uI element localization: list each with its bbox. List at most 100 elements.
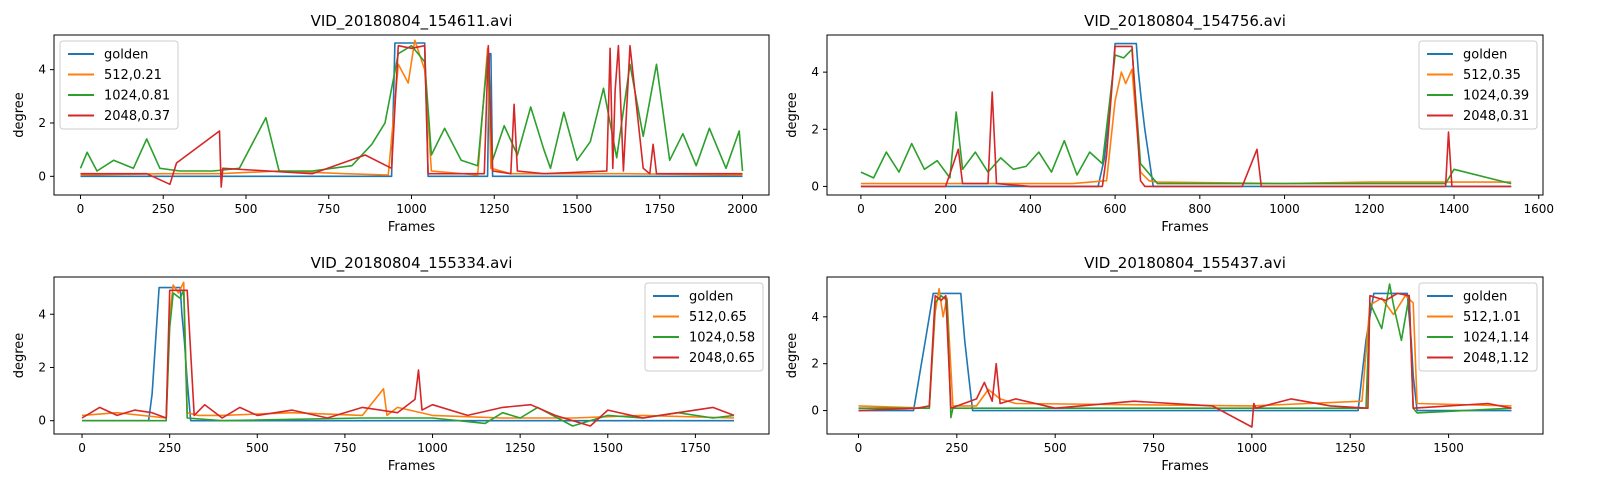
x-tick-label: 0 xyxy=(78,441,86,455)
axes-frame xyxy=(826,276,1544,435)
x-axis-label: Frames xyxy=(1161,459,1209,474)
series-line-2048,0.37 xyxy=(80,44,743,188)
chart-title: VID_20180804_155437.avi xyxy=(1084,254,1286,273)
x-tick-label: 1400 xyxy=(1439,202,1470,216)
x-tick-label: 800 xyxy=(1188,202,1211,216)
series-line-1024,0.58 xyxy=(82,289,735,427)
legend-entry: 512,0.21 xyxy=(104,68,162,83)
x-tick-label: 0 xyxy=(855,441,863,455)
y-tick-label: 2 xyxy=(38,360,46,374)
x-tick-label: 1000 xyxy=(1237,441,1268,455)
series-line-1024,0.81 xyxy=(79,44,744,172)
x-tick-label: 750 xyxy=(333,441,356,455)
series-line-2048,0.31 xyxy=(860,45,1512,188)
x-axis-label: Frames xyxy=(388,220,436,235)
x-tick-label: 1500 xyxy=(1433,441,1464,455)
x-tick-label: 0 xyxy=(77,202,85,216)
series-lines xyxy=(860,42,1512,188)
x-tick-label: 1600 xyxy=(1523,202,1554,216)
series-line-golden xyxy=(82,286,734,422)
legend-box xyxy=(644,282,764,372)
legend-entry: golden xyxy=(689,290,733,305)
x-tick-label: 0 xyxy=(857,202,865,216)
series-line-1024,0.39 xyxy=(860,48,1512,185)
x-tick-label: 1500 xyxy=(593,441,624,455)
series-line-2048,0.65 xyxy=(81,289,735,427)
legend-entry: 1024,0.39 xyxy=(1463,89,1529,104)
x-axis-label: Frames xyxy=(388,459,436,474)
subplot-3: 0 250 500 750 1000 1250 1500 1750 0 2 4 VID_2018080… xyxy=(12,254,770,474)
series-line-512,1.01 xyxy=(858,287,1512,410)
x-tick-label: 500 xyxy=(235,202,258,216)
legend-entry: 2048,0.65 xyxy=(689,351,755,366)
legend-entry: 1024,0.81 xyxy=(104,89,170,104)
legend-box xyxy=(1418,282,1538,372)
legend: golden 512,0.35 1024,0.39 2048,0.31 xyxy=(1418,40,1538,130)
x-tick-label: 250 xyxy=(152,202,175,216)
series-line-512,0.21 xyxy=(80,39,743,176)
x-axis-label: Frames xyxy=(1161,220,1209,235)
x-tick-label: 750 xyxy=(317,202,340,216)
x-tick-label: 250 xyxy=(945,441,968,455)
x-tick-label: 1750 xyxy=(644,202,675,216)
legend-entry: 1024,1.14 xyxy=(1463,331,1529,346)
subplot-2: 0 200 400 600 800 1000 1200 1400 1600 0 2 4 VID_2018… xyxy=(785,12,1554,235)
x-tick-label: 1000 xyxy=(396,202,427,216)
y-tick-label: 0 xyxy=(811,404,819,418)
y-tick-label: 4 xyxy=(38,63,46,77)
x-tick-label: 1200 xyxy=(1354,202,1385,216)
legend-box xyxy=(1418,40,1538,130)
y-axis-label: degree xyxy=(12,92,27,138)
legend-entry: golden xyxy=(104,48,148,63)
x-tick-label: 1500 xyxy=(562,202,593,216)
y-tick-label: 2 xyxy=(38,116,46,130)
y-tick-label: 0 xyxy=(38,169,46,183)
x-tick-label: 1000 xyxy=(417,441,448,455)
x-tick-label: 1250 xyxy=(1335,441,1366,455)
y-tick-label: 4 xyxy=(38,307,46,321)
x-tick-label: 600 xyxy=(1104,202,1127,216)
chart-title: VID_20180804_154756.avi xyxy=(1084,12,1286,31)
y-tick-label: 0 xyxy=(811,179,819,193)
series-line-golden xyxy=(80,42,743,178)
legend-entry: 2048,0.31 xyxy=(1463,109,1529,124)
x-tick-label: 750 xyxy=(1142,441,1165,455)
series-line-2048,1.12 xyxy=(858,292,1512,428)
legend: golden 512,0.65 1024,0.58 2048,0.65 xyxy=(644,282,764,372)
series-line-1024,1.14 xyxy=(858,283,1512,419)
legend: golden 512,1.01 1024,1.14 2048,1.12 xyxy=(1418,282,1538,372)
legend-entry: 2048,0.37 xyxy=(104,109,170,124)
y-tick-label: 4 xyxy=(811,310,819,324)
x-tick-label: 1250 xyxy=(479,202,510,216)
subplot-4: 0 250 500 750 1000 1250 1500 0 2 4 VID_20180804_15… xyxy=(785,254,1544,474)
axes-frame xyxy=(826,34,1544,196)
chart-title: VID_20180804_154611.avi xyxy=(311,12,513,31)
legend-entry: 2048,1.12 xyxy=(1463,351,1529,366)
x-tick-label: 400 xyxy=(1019,202,1042,216)
y-axis-label: degree xyxy=(785,333,800,379)
legend: golden 512,0.21 1024,0.81 2048,0.37 xyxy=(59,40,179,130)
series-lines xyxy=(79,39,744,188)
x-tick-label: 500 xyxy=(246,441,269,455)
legend-entry: 512,0.35 xyxy=(1463,68,1521,83)
series-line-golden xyxy=(860,42,1512,188)
chart-title: VID_20180804_155334.avi xyxy=(311,254,513,273)
y-axis-label: degree xyxy=(12,333,27,379)
y-tick-label: 2 xyxy=(811,122,819,136)
y-tick-label: 4 xyxy=(811,65,819,79)
series-lines xyxy=(81,281,735,427)
x-tick-label: 200 xyxy=(934,202,957,216)
legend-entry: golden xyxy=(1463,48,1507,63)
series-line-512,0.65 xyxy=(81,281,735,419)
x-tick-label: 500 xyxy=(1044,441,1067,455)
axes-frame xyxy=(53,276,770,435)
legend-entry: golden xyxy=(1463,290,1507,305)
x-tick-label: 2000 xyxy=(727,202,758,216)
y-axis-label: degree xyxy=(785,92,800,138)
x-tick-label: 250 xyxy=(158,441,181,455)
y-tick-label: 0 xyxy=(38,414,46,428)
y-tick-label: 2 xyxy=(811,357,819,371)
legend-entry: 512,0.65 xyxy=(689,310,747,325)
legend-entry: 1024,0.58 xyxy=(689,331,755,346)
